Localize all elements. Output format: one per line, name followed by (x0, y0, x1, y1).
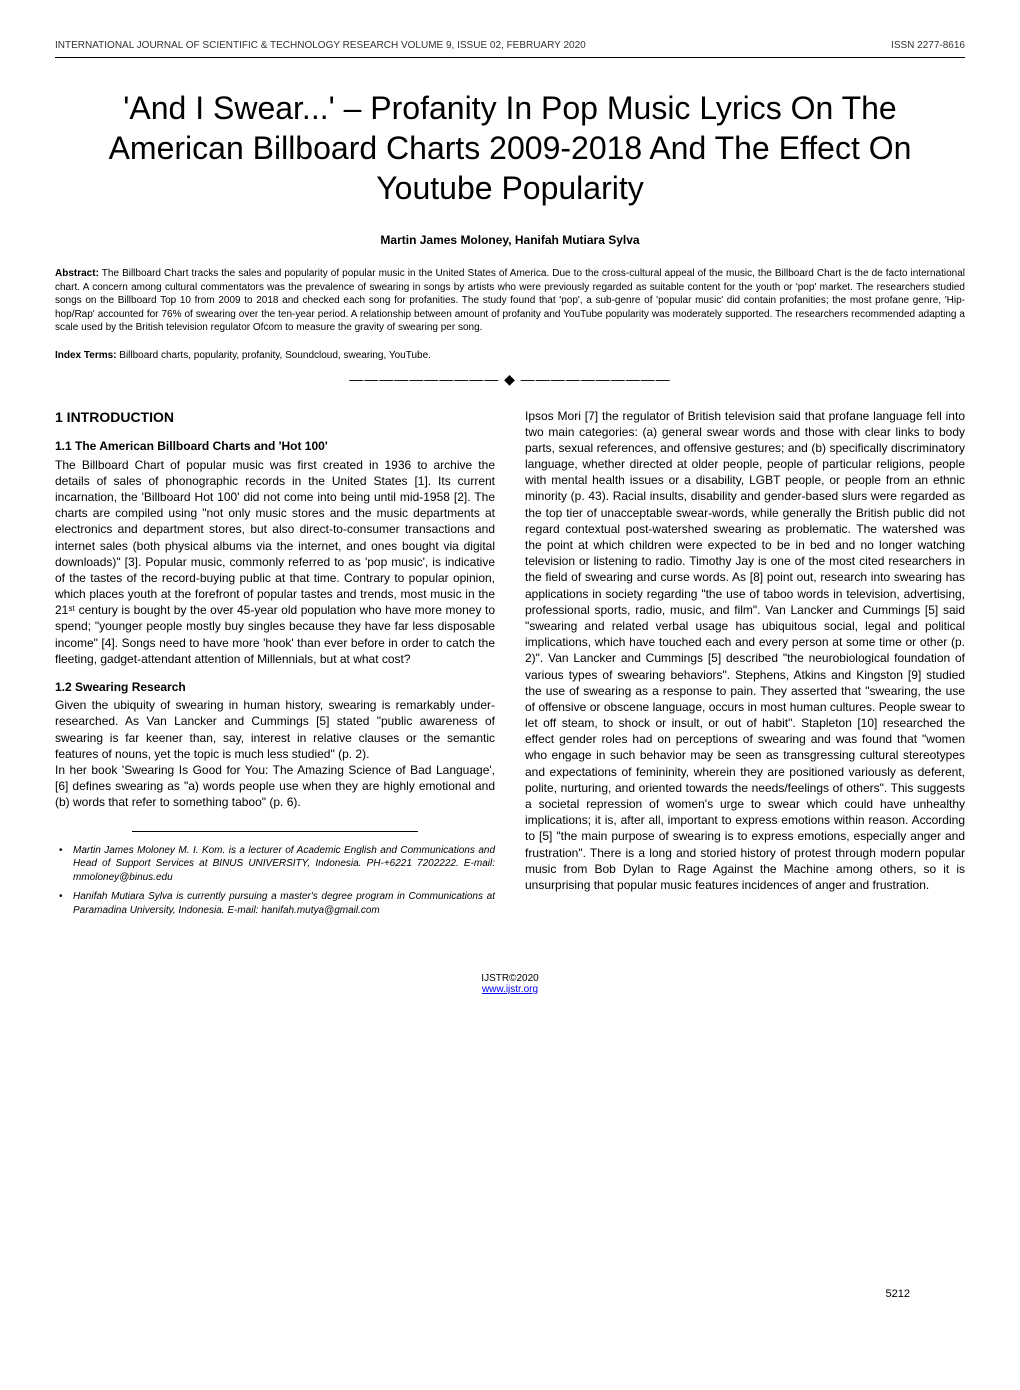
page-number: 5212 (886, 1288, 910, 1300)
index-terms-text: Billboard charts, popularity, profanity,… (117, 350, 431, 361)
index-terms: Index Terms: Billboard charts, popularit… (55, 350, 965, 361)
right-column: Ipsos Mori [7] the regulator of British … (525, 408, 965, 924)
subsection-1-1-heading: 1.1 The American Billboard Charts and 'H… (55, 438, 495, 454)
section-1-heading: 1 INTRODUCTION (55, 408, 495, 427)
subsection-1-1-text: The Billboard Chart of popular music was… (55, 457, 495, 667)
author-info-item-1: Martin James Moloney M. I. Kom. is a lec… (73, 844, 495, 885)
issn: ISSN 2277-8616 (891, 40, 965, 51)
section-divider: —————————— ◆ —————————— (55, 371, 965, 388)
footer-url-link[interactable]: www.ijstr.org (482, 984, 538, 995)
subsection-1-2-text-a: Given the ubiquity of swearing in human … (55, 697, 495, 762)
subsection-1-2-heading: 1.2 Swearing Research (55, 679, 495, 695)
author-info-separator (132, 831, 418, 832)
subsection-1-2-text-b: In her book 'Swearing Is Good for You: T… (55, 762, 495, 811)
page-footer: IJSTR©2020 www.ijstr.org (55, 973, 965, 995)
paper-title: 'And I Swear...' – Profanity In Pop Musi… (60, 88, 960, 208)
left-column: 1 INTRODUCTION 1.1 The American Billboar… (55, 408, 495, 924)
author-info-list: Martin James Moloney M. I. Kom. is a lec… (55, 844, 495, 918)
journal-header: INTERNATIONAL JOURNAL OF SCIENTIFIC & TE… (55, 40, 965, 58)
abstract: Abstract: The Billboard Chart tracks the… (55, 267, 965, 335)
abstract-label: Abstract: (55, 268, 99, 279)
index-terms-label: Index Terms: (55, 350, 117, 361)
author-info-item-2: Hanifah Mutiara Sylva is currently pursu… (73, 890, 495, 917)
authors-line: Martin James Moloney, Hanifah Mutiara Sy… (55, 233, 965, 247)
journal-title: INTERNATIONAL JOURNAL OF SCIENTIFIC & TE… (55, 40, 586, 51)
copyright: IJSTR©2020 (55, 973, 965, 984)
two-column-layout: 1 INTRODUCTION 1.1 The American Billboar… (55, 408, 965, 924)
right-column-text: Ipsos Mori [7] the regulator of British … (525, 408, 965, 894)
abstract-text: The Billboard Chart tracks the sales and… (55, 268, 965, 333)
